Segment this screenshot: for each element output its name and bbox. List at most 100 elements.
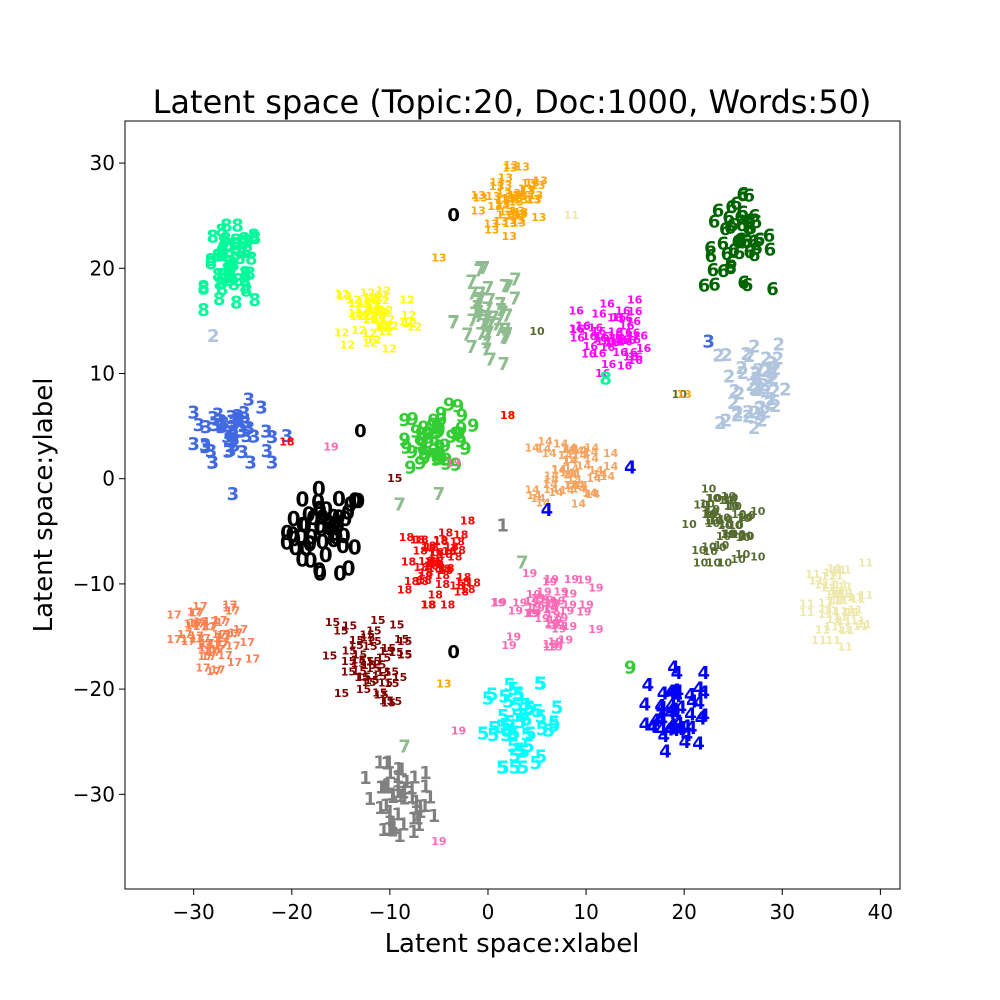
topic-7-point: 7 bbox=[475, 324, 488, 345]
topic-8-point: 8 bbox=[213, 273, 226, 294]
topic-8-point: 8 bbox=[215, 245, 228, 266]
topic-6-point: 6 bbox=[750, 212, 763, 233]
topic-11-point: 11 bbox=[826, 634, 841, 647]
topic-4-point: 4 bbox=[624, 458, 637, 479]
topic-3-point: 3 bbox=[227, 484, 240, 505]
topic-4-point: 4 bbox=[680, 716, 693, 737]
topic-13-point: 13 bbox=[512, 208, 527, 221]
topic-7-point: 7 bbox=[509, 289, 522, 310]
topic-0-point: 0 bbox=[313, 514, 327, 538]
topic-10-point: 10 bbox=[723, 492, 739, 505]
topic-3-point: 3 bbox=[244, 452, 257, 473]
topic-16-point: 16 bbox=[609, 335, 625, 348]
topic-1-point: 1 bbox=[381, 775, 394, 796]
topic-18-point: 18 bbox=[401, 555, 416, 568]
topic-9-point: 9 bbox=[450, 455, 463, 476]
topic-16-point: 16 bbox=[608, 336, 624, 349]
topic-9-point: 9 bbox=[414, 433, 427, 454]
topic-14-point: 14 bbox=[583, 446, 599, 459]
topic-12-point: 12 bbox=[375, 321, 390, 334]
topic-7-point: 7 bbox=[447, 312, 460, 333]
topic-16-point: 16 bbox=[588, 322, 604, 335]
topic-2-point: 2 bbox=[748, 418, 761, 439]
topic-13-point: 13 bbox=[510, 204, 525, 217]
topic-5-point: 5 bbox=[512, 683, 525, 704]
topic-12-point: 12 bbox=[340, 339, 355, 352]
topic-7-point: 7 bbox=[481, 307, 494, 328]
topic-15-point: 15 bbox=[376, 651, 391, 664]
topic-11-point: 11 bbox=[836, 622, 851, 635]
topic-14-point: 14 bbox=[535, 497, 551, 510]
topic-17-point: 17 bbox=[212, 628, 227, 641]
topic-8-point: 8 bbox=[228, 274, 241, 295]
topic-3-point: 3 bbox=[235, 422, 248, 443]
topic-9-point: 9 bbox=[427, 414, 440, 435]
topic-14-point: 14 bbox=[543, 483, 559, 496]
topic-3-point: 3 bbox=[199, 437, 212, 458]
topic-6-point: 6 bbox=[740, 232, 753, 253]
topic-12-point: 12 bbox=[377, 319, 392, 332]
topic-3-point: 3 bbox=[261, 441, 274, 462]
topic-7-point: 7 bbox=[497, 354, 510, 375]
topic-7-point: 7 bbox=[473, 261, 486, 282]
topic-6-point: 6 bbox=[724, 256, 737, 277]
topic-14-point: 14 bbox=[603, 460, 619, 473]
topic-3-point: 3 bbox=[213, 415, 226, 436]
topic-2-point: 2 bbox=[772, 349, 785, 370]
topic-3-point: 3 bbox=[241, 426, 254, 447]
topic-1-point: 1 bbox=[386, 813, 399, 834]
topic-18-point: 18 bbox=[399, 531, 414, 544]
topic-1-point: 1 bbox=[383, 819, 396, 840]
topic-17-point: 17 bbox=[201, 650, 216, 663]
topic-5-point: 5 bbox=[482, 689, 495, 710]
topic-9-point: 9 bbox=[456, 405, 469, 426]
topic-6-point: 6 bbox=[748, 232, 761, 253]
topic-17-point: 17 bbox=[196, 632, 211, 645]
topic-13-point: 13 bbox=[500, 192, 515, 205]
topic-4-point: 4 bbox=[642, 675, 655, 696]
topic-1-point: 1 bbox=[424, 788, 437, 809]
topic-5-point: 5 bbox=[518, 742, 531, 763]
topic-15-point: 15 bbox=[381, 642, 396, 655]
topic-3-point: 3 bbox=[205, 441, 218, 462]
topic-11-point: 11 bbox=[820, 581, 835, 594]
topic-15-point: 15 bbox=[394, 633, 409, 646]
topic-1-point: 1 bbox=[384, 763, 397, 784]
topic-9-point: 9 bbox=[406, 442, 419, 463]
topic-6-point: 6 bbox=[744, 218, 757, 239]
topic-1-point: 1 bbox=[393, 826, 406, 847]
topic-6-point: 6 bbox=[740, 232, 753, 253]
topic-17-point: 17 bbox=[240, 636, 255, 649]
topic-1-point: 1 bbox=[413, 815, 426, 836]
topic-15-point: 15 bbox=[376, 666, 391, 679]
topic-11-point: 11 bbox=[836, 564, 851, 577]
topic-16-point: 16 bbox=[626, 315, 642, 328]
topic-8-point: 8 bbox=[221, 267, 234, 288]
topic-11-point: 11 bbox=[831, 564, 846, 577]
topic-12-point: 12 bbox=[365, 299, 380, 312]
topic-10-point: 10 bbox=[717, 519, 733, 532]
topic-13-point: 13 bbox=[509, 209, 524, 222]
topic-5-point: 5 bbox=[513, 740, 526, 761]
topic-3-point: 3 bbox=[223, 429, 236, 450]
topic-18-point: 18 bbox=[449, 579, 464, 592]
topic-1-point: 1 bbox=[496, 516, 509, 537]
topic-6-point: 6 bbox=[708, 212, 721, 233]
topic-9-point: 9 bbox=[421, 424, 434, 445]
topic-9-point: 9 bbox=[417, 444, 430, 465]
topic-5-point: 5 bbox=[542, 721, 555, 742]
topic-0-point: 0 bbox=[341, 500, 355, 524]
topic-17-point: 17 bbox=[216, 629, 231, 642]
topic-18-point: 18 bbox=[450, 535, 465, 548]
topic-12-point: 12 bbox=[363, 310, 378, 323]
topic-13-point: 13 bbox=[505, 209, 520, 222]
topic-11-point: 11 bbox=[821, 570, 836, 583]
topic-12-point: 12 bbox=[374, 288, 389, 301]
topic-8-point: 8 bbox=[197, 300, 210, 321]
topic-15-point: 15 bbox=[349, 634, 364, 647]
topic-12-point: 12 bbox=[380, 313, 395, 326]
topic-19-point: 19 bbox=[323, 441, 338, 454]
topic-0-point: 0 bbox=[316, 506, 330, 530]
topic-15-point: 15 bbox=[351, 654, 366, 667]
topic-18-point: 18 bbox=[414, 575, 429, 588]
